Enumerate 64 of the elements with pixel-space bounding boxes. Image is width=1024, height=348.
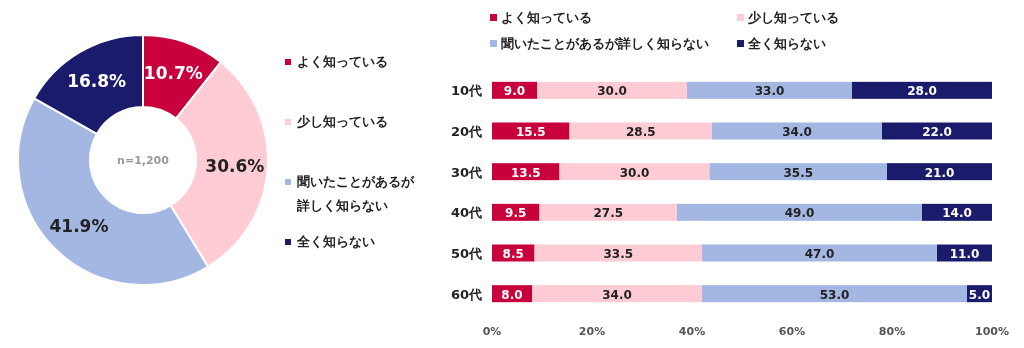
x-tick-label: 20%: [578, 325, 606, 338]
data-label: 15.5: [515, 125, 546, 139]
legend-label: よく知っている: [297, 54, 388, 69]
data-label: 21.0: [924, 165, 955, 180]
x-tick-label: 80%: [878, 325, 906, 338]
data-label: 5.0: [968, 287, 991, 302]
data-label: 8.0: [501, 287, 523, 302]
bar: [709, 163, 887, 181]
data-label: 53.0: [819, 287, 850, 302]
data-label: 27.5: [593, 206, 624, 221]
data-label: 49.0: [784, 206, 815, 221]
x-tick-label: 0%: [482, 325, 502, 338]
data-label: 16.8%: [67, 70, 127, 91]
data-label: 34.0: [602, 287, 632, 302]
bar: [702, 244, 937, 262]
data-label: 10.7%: [143, 63, 203, 84]
legend-label: 少し知っている: [747, 10, 839, 25]
x-tick-label: 60%: [778, 325, 806, 338]
bar: [687, 81, 852, 99]
legend-label: 聞いたことがあるが詳しく知らない: [501, 36, 709, 51]
data-label: 33.0: [754, 84, 785, 99]
bar: [532, 285, 702, 303]
bar: [702, 285, 967, 303]
bar: [539, 203, 677, 221]
legend-label: よく知っている: [501, 10, 592, 25]
legend-label: 全く知らない: [747, 36, 826, 51]
bar: [537, 81, 687, 99]
data-label: 30.0: [597, 84, 627, 99]
bar: [534, 244, 702, 262]
text: n=1,200: [117, 154, 170, 167]
bar: [882, 122, 992, 140]
data-label: 33.5: [603, 247, 634, 261]
bar: [569, 122, 712, 140]
data-label: 41.9%: [49, 216, 109, 237]
data-label: 47.0: [804, 247, 835, 261]
bar: [712, 122, 882, 140]
data-label: 9.0: [503, 84, 526, 99]
data-label: 35.5: [783, 165, 814, 180]
y-tick-label: 10代: [450, 83, 482, 99]
bar: [852, 81, 992, 99]
y-tick-label: 50代: [450, 246, 482, 261]
data-label: 14.0: [942, 206, 972, 221]
data-label: 9.5: [505, 206, 527, 221]
x-tick-label: 100%: [975, 325, 1009, 338]
data-label: 28.0: [907, 84, 937, 99]
x-tick-label: 40%: [678, 325, 706, 338]
legend-label: 全く知らない: [296, 234, 375, 249]
y-tick-label: 40代: [450, 205, 482, 221]
data-label: 34.0: [782, 125, 812, 139]
bar: [677, 203, 922, 221]
bar: [887, 163, 992, 181]
y-tick-label: 60代: [450, 286, 482, 302]
y-tick-label: 30代: [450, 164, 482, 180]
data-label: 28.5: [625, 125, 656, 139]
y-tick-label: 20代: [450, 124, 482, 139]
bar: [559, 163, 710, 181]
legend-label: 少し知っている: [296, 114, 388, 129]
data-label: 11.0: [949, 247, 980, 261]
data-label: 30.0: [619, 165, 650, 180]
legend-label: 聞いたことがあるが詳しく知らない: [296, 174, 415, 213]
data-label: 22.0: [922, 125, 952, 139]
data-label: 13.5: [510, 165, 541, 180]
data-label: 8.5: [502, 247, 524, 261]
data-label: 30.6%: [205, 155, 265, 176]
